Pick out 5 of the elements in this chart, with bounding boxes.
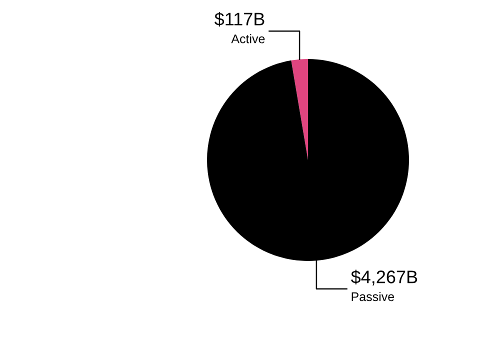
data-label: $4,267B	[350, 270, 418, 286]
slice-label: Active	[231, 34, 265, 44]
pie-slice	[291, 59, 308, 160]
slice-label: Passive	[352, 292, 394, 302]
data-label: $117B	[214, 12, 264, 27]
